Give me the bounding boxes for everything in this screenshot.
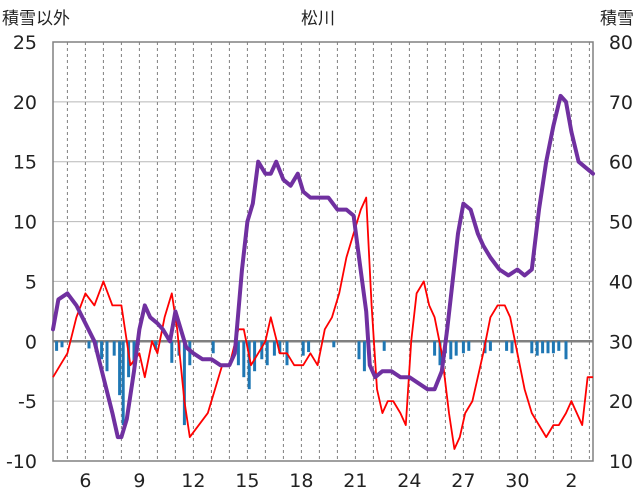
precip-bar <box>551 341 555 354</box>
precip-bar <box>278 341 282 354</box>
x-tick-label: 30 <box>505 470 529 492</box>
precip-bar <box>510 341 514 354</box>
precip-bar <box>541 341 545 354</box>
precip-bar <box>105 341 109 372</box>
precip-bar <box>564 341 568 360</box>
left-axis-label: 積雪以外 <box>2 9 70 29</box>
precip-bar <box>433 341 437 356</box>
y-right-tick-label: 10 <box>609 451 633 473</box>
x-tick-label: 18 <box>289 470 313 492</box>
y-left-tick-label: 0 <box>25 331 37 353</box>
precip-bar <box>357 341 361 360</box>
y-right-tick-label: 60 <box>609 152 633 174</box>
precip-bar <box>272 341 276 356</box>
plot-border <box>52 41 594 462</box>
precip-bar <box>546 341 550 354</box>
precip-bar <box>112 341 116 356</box>
precip-bar <box>557 341 561 351</box>
x-tick-label: 27 <box>451 470 475 492</box>
precip-bar <box>362 341 366 372</box>
precip-bar <box>182 341 186 426</box>
precip-bar <box>60 341 64 348</box>
precip-bar <box>382 341 386 351</box>
x-tick-label: 2 <box>565 470 577 492</box>
y-right-tick-label: 40 <box>609 271 633 293</box>
x-tick-label: 9 <box>133 470 145 492</box>
y-right-tick-label: 20 <box>609 391 633 413</box>
precip-bar <box>87 341 91 349</box>
y-left-tick-label: -5 <box>18 391 37 413</box>
precip-bar <box>253 341 257 372</box>
precip-bar <box>242 341 246 378</box>
precip-bar <box>265 341 269 366</box>
y-left-tick-label: 5 <box>25 271 37 293</box>
y-right-tick-label: 80 <box>609 32 633 54</box>
precip-bar <box>307 341 311 353</box>
chart-title: 松川 <box>301 9 335 29</box>
precip-bar <box>467 341 471 351</box>
snow-depth-line <box>51 93 595 440</box>
temperature-line <box>52 196 593 450</box>
precip-bar <box>55 341 59 351</box>
x-tick-label: 21 <box>343 470 367 492</box>
precip-bar <box>332 341 336 348</box>
y-left-tick-label: 10 <box>13 212 37 234</box>
precip-bar <box>236 341 240 366</box>
precip-bar <box>505 341 509 351</box>
precip-bar <box>438 341 442 366</box>
precip-bar <box>260 341 264 360</box>
precip-bar <box>301 341 305 356</box>
x-tick-label: 15 <box>235 470 259 492</box>
right-axis-label: 積雪 <box>600 9 634 29</box>
precip-bar <box>211 341 215 354</box>
precip-bar <box>530 341 534 354</box>
y-right-tick-label: 30 <box>609 331 633 353</box>
precip-bar <box>535 341 539 356</box>
y-right-tick-label: 70 <box>609 92 633 114</box>
precip-bar <box>118 341 122 396</box>
precip-bar <box>247 341 251 390</box>
precip-bar <box>449 341 453 360</box>
precip-bar <box>488 341 492 351</box>
precip-bar <box>454 341 458 356</box>
precip-bar <box>188 341 192 366</box>
y-left-tick-label: -10 <box>6 451 37 473</box>
y-left-tick-label: 15 <box>13 152 37 174</box>
precip-bar <box>461 341 465 354</box>
x-tick-label: 6 <box>79 470 91 492</box>
y-left-tick-label: 20 <box>13 92 37 114</box>
precip-bar <box>132 341 136 366</box>
precip-bar <box>170 341 174 363</box>
precip-bar <box>100 341 104 360</box>
y-left-tick-label: 25 <box>13 32 37 54</box>
precip-bar <box>121 341 125 426</box>
x-tick-label: 24 <box>397 470 421 492</box>
precip-bar <box>154 341 158 350</box>
x-tick-label: 12 <box>181 470 205 492</box>
y-right-tick-label: 50 <box>609 212 633 234</box>
